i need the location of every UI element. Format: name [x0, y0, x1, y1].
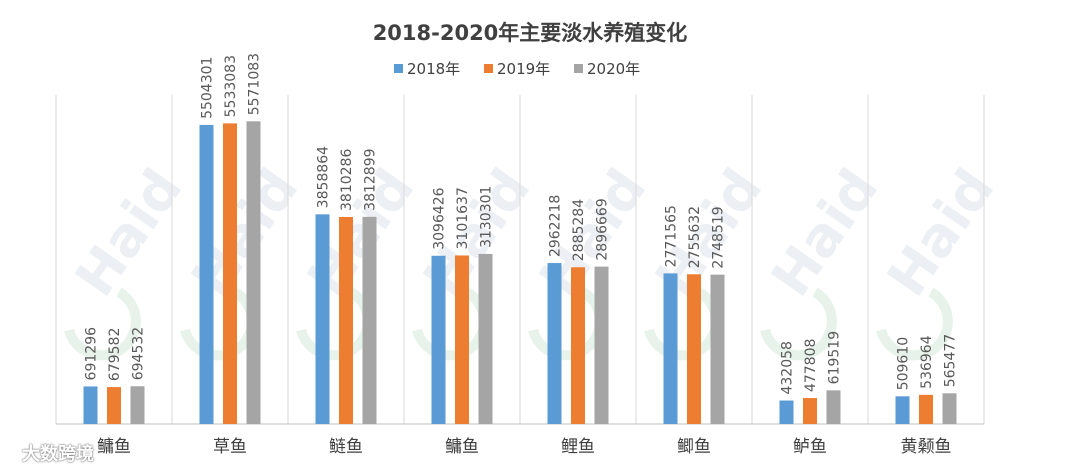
data-label: 5533083 [223, 55, 239, 117]
watermark-logo: Haid [759, 158, 890, 361]
data-label: 2885284 [571, 199, 587, 261]
bar [246, 121, 261, 424]
bar [130, 386, 145, 424]
bar [478, 253, 493, 424]
data-label: 2771565 [664, 205, 680, 267]
category-label: 鲫鱼 [677, 437, 711, 457]
bar [826, 390, 841, 424]
data-label: 3101637 [455, 187, 471, 249]
bar [431, 255, 446, 424]
data-label: 2755632 [687, 206, 703, 268]
svg-text:Haid: Haid [63, 158, 194, 308]
data-label: 477808 [803, 339, 819, 392]
data-label: 432058 [780, 341, 796, 394]
legend-swatch [574, 64, 583, 73]
bar [710, 274, 725, 424]
legend-swatch [484, 64, 493, 73]
data-label: 3810286 [339, 149, 355, 211]
bar [362, 216, 377, 424]
data-label: 565477 [943, 334, 959, 387]
chart-title: 2018-2020年主要淡水养殖变化 [373, 21, 688, 45]
bar [547, 263, 562, 424]
bar [803, 398, 817, 424]
bar [199, 124, 214, 424]
legend-label: 2018年 [407, 60, 460, 78]
category-label: 鲢鱼 [329, 437, 363, 457]
legend-label: 2019年 [497, 60, 550, 78]
category-label: 鳙鱼 [97, 437, 131, 457]
category-label: 鳙鱼 [445, 437, 479, 457]
data-label: 3858864 [316, 146, 332, 208]
data-label: 2962218 [548, 195, 564, 257]
legend-label: 2020年 [587, 60, 640, 78]
bar [107, 387, 121, 424]
bar [455, 255, 469, 424]
data-label: 694532 [131, 327, 147, 380]
bar [315, 214, 330, 424]
bar [571, 267, 585, 424]
data-label: 2896669 [595, 198, 611, 260]
data-label: 691296 [84, 327, 100, 381]
bar [687, 274, 701, 424]
bar [895, 396, 910, 424]
bar [594, 266, 609, 424]
watermark-logo: Haid [875, 158, 1006, 361]
data-label: 3096426 [432, 187, 448, 249]
data-label: 5571083 [247, 53, 263, 115]
bar [663, 273, 678, 424]
bar [779, 400, 794, 424]
bar [83, 386, 98, 424]
data-label: 619519 [827, 331, 843, 384]
watermark-logo: Haid [179, 158, 310, 361]
data-label: 2748519 [711, 206, 727, 268]
watermark-caption: 大数跨境 [22, 444, 94, 465]
data-label: 3130301 [479, 186, 495, 248]
data-label: 3812899 [363, 148, 379, 210]
category-label: 鲤鱼 [561, 437, 595, 457]
svg-text:Haid: Haid [179, 158, 310, 308]
bar [942, 393, 957, 424]
svg-text:Haid: Haid [759, 158, 890, 308]
bar [919, 394, 933, 424]
svg-text:Haid: Haid [875, 158, 1006, 308]
watermark-logo: Haid [63, 158, 194, 361]
data-label: 536964 [919, 335, 935, 389]
legend-swatch [394, 64, 403, 73]
category-label: 鲈鱼 [793, 437, 827, 457]
bar [339, 216, 353, 424]
data-label: 509610 [896, 337, 912, 390]
category-label: 草鱼 [213, 437, 247, 457]
watermark-logo: Haid [411, 158, 542, 361]
category-label: 黄颡鱼 [901, 437, 952, 457]
data-label: 5504301 [200, 57, 216, 119]
bar [223, 123, 237, 425]
data-label: 679582 [107, 328, 123, 381]
